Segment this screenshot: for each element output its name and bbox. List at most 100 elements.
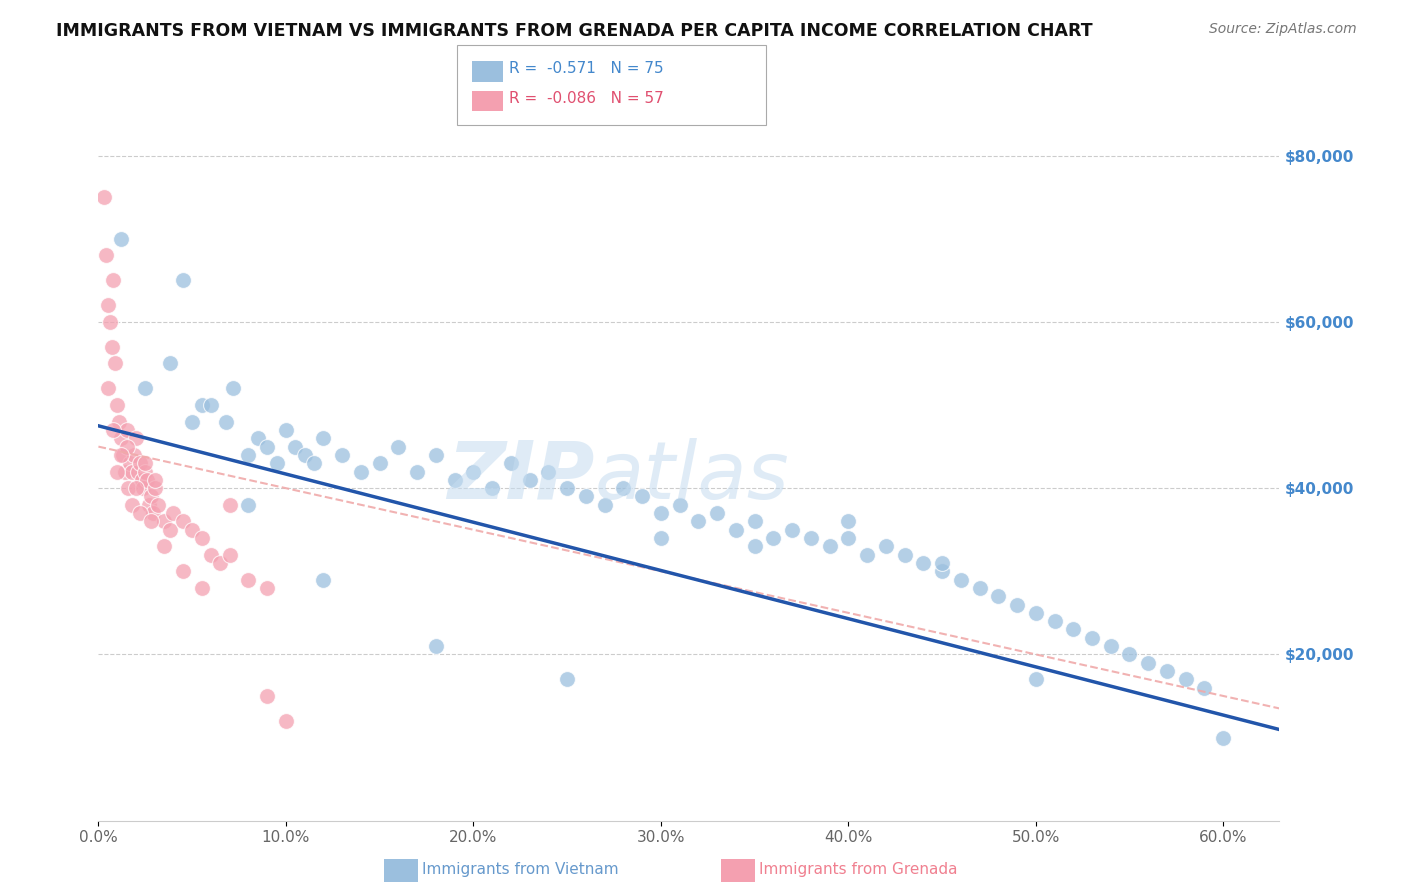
Point [1025, 673, 1047, 687]
Point [1062, 623, 1084, 637]
Point [949, 573, 972, 587]
Point [650, 506, 672, 520]
Point [987, 589, 1010, 603]
Point [256, 581, 278, 595]
Text: ZIP: ZIP [447, 438, 595, 516]
Point [97, 381, 120, 395]
Point [238, 498, 260, 512]
Point [100, 340, 122, 354]
Point [274, 714, 297, 728]
Point [103, 423, 125, 437]
Point [744, 515, 766, 529]
Point [256, 440, 278, 454]
Point [744, 539, 766, 553]
Point [893, 548, 915, 562]
Point [612, 481, 634, 495]
Point [246, 431, 269, 445]
Point [818, 539, 841, 553]
Point [148, 498, 170, 512]
Point [162, 506, 184, 520]
Text: Source: ZipAtlas.com: Source: ZipAtlas.com [1209, 22, 1357, 37]
Point [103, 273, 125, 287]
Point [238, 573, 260, 587]
Point [134, 456, 156, 470]
Point [330, 448, 353, 462]
Point [1118, 648, 1140, 662]
Point [134, 381, 156, 395]
Point [668, 498, 690, 512]
Point [593, 498, 616, 512]
Point [172, 515, 194, 529]
Point [121, 465, 143, 479]
Point [131, 473, 153, 487]
Text: Immigrants from Vietnam: Immigrants from Vietnam [422, 863, 619, 877]
Point [1005, 598, 1028, 612]
Point [555, 673, 578, 687]
Point [115, 440, 138, 454]
Point [127, 465, 149, 479]
Point [105, 465, 128, 479]
Point [97, 298, 120, 312]
Point [284, 440, 307, 454]
Point [153, 515, 176, 529]
Point [159, 356, 181, 371]
Point [931, 556, 953, 570]
Point [1174, 673, 1197, 687]
Point [121, 498, 143, 512]
Point [93, 190, 115, 204]
Point [98, 315, 121, 329]
Point [111, 448, 134, 462]
Point [215, 415, 238, 429]
Point [200, 548, 222, 562]
Point [181, 415, 204, 429]
Point [463, 465, 485, 479]
Point [218, 548, 240, 562]
Point [125, 481, 148, 495]
Point [443, 473, 465, 487]
Point [302, 456, 325, 470]
Point [1081, 631, 1104, 645]
Point [631, 490, 654, 504]
Text: atlas: atlas [595, 438, 789, 516]
Point [159, 523, 181, 537]
Point [115, 423, 138, 437]
Point [238, 448, 260, 462]
Point [368, 456, 391, 470]
Point [1099, 639, 1122, 653]
Point [387, 440, 409, 454]
Point [136, 473, 159, 487]
Point [312, 573, 335, 587]
Point [108, 415, 131, 429]
Point [912, 556, 935, 570]
Point [117, 481, 139, 495]
Point [969, 581, 991, 595]
Point [139, 515, 162, 529]
Point [143, 473, 166, 487]
Point [134, 465, 156, 479]
Point [499, 456, 522, 470]
Point [519, 473, 541, 487]
Point [139, 490, 162, 504]
Point [875, 539, 897, 553]
Text: IMMIGRANTS FROM VIETNAM VS IMMIGRANTS FROM GRENADA PER CAPITA INCOME CORRELATION: IMMIGRANTS FROM VIETNAM VS IMMIGRANTS FR… [56, 22, 1092, 40]
Point [222, 381, 245, 395]
Point [1156, 664, 1178, 678]
Point [94, 248, 117, 262]
Point [706, 506, 728, 520]
Point [555, 481, 578, 495]
Point [190, 531, 212, 545]
Point [537, 465, 560, 479]
Point [837, 531, 859, 545]
Point [209, 556, 232, 570]
Point [110, 448, 132, 462]
Point [425, 639, 447, 653]
Point [406, 465, 429, 479]
Point [172, 564, 194, 578]
Point [105, 398, 128, 412]
Point [266, 456, 288, 470]
Point [110, 232, 132, 246]
Point [122, 448, 145, 462]
Point [312, 431, 335, 445]
Point [172, 273, 194, 287]
Point [1025, 606, 1047, 620]
